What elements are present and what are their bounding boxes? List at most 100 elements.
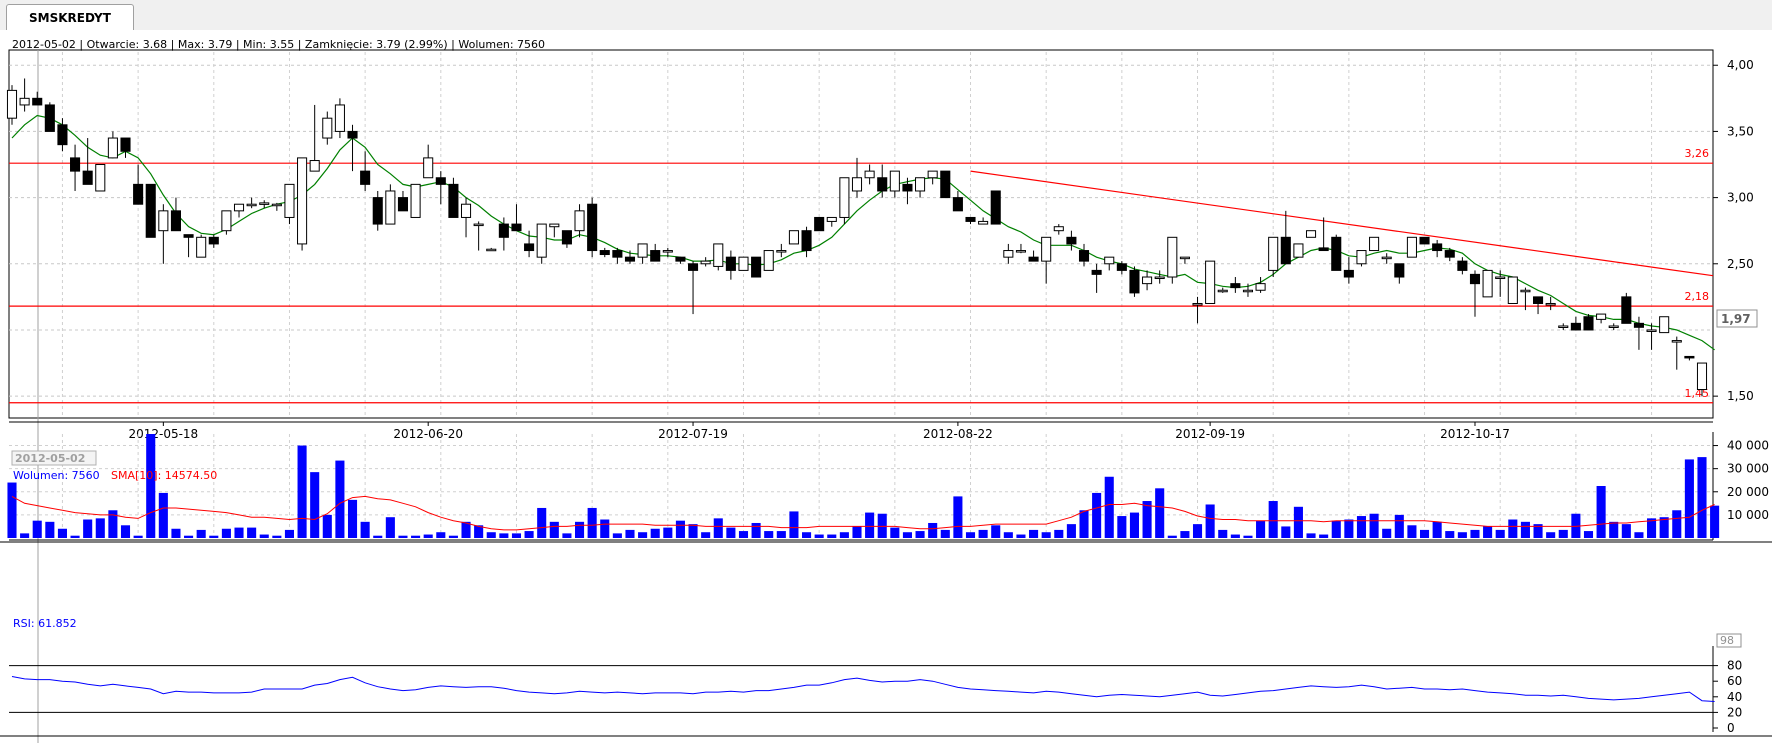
candle	[612, 247, 623, 264]
candle-body	[95, 164, 106, 192]
candle	[1015, 243, 1026, 254]
volume-bar	[574, 521, 585, 538]
candle	[158, 204, 169, 264]
volume-bar	[499, 533, 509, 538]
candle	[170, 197, 181, 232]
candle-body	[902, 183, 913, 192]
volume-bar	[1394, 514, 1404, 538]
volume-bar	[1029, 529, 1039, 538]
candle-body	[1684, 355, 1695, 359]
candle-body	[1596, 313, 1607, 320]
volume-bar	[953, 496, 963, 538]
candle-body	[1406, 236, 1417, 258]
candle-body	[801, 230, 812, 252]
candle	[1570, 316, 1581, 331]
candle-body	[826, 216, 837, 222]
candle	[851, 157, 863, 198]
candle	[826, 216, 837, 227]
candle-body	[814, 216, 825, 232]
candle	[1545, 296, 1556, 311]
candle-body	[877, 177, 888, 192]
candle-body	[1318, 247, 1329, 252]
candle	[486, 247, 497, 252]
volume-bar	[663, 527, 673, 538]
candle	[1381, 253, 1392, 264]
candle-body	[1419, 236, 1430, 245]
candle-body	[259, 202, 270, 205]
candle	[347, 124, 358, 172]
volume-bar	[1230, 534, 1240, 538]
volume-bar	[600, 519, 610, 538]
candle	[309, 104, 320, 172]
volume-bar	[259, 534, 269, 538]
candle-body	[1495, 276, 1506, 280]
volume-bar	[1634, 532, 1644, 538]
volume-bar	[1470, 529, 1480, 538]
candle-body	[599, 250, 610, 256]
trend-line	[970, 170, 1714, 277]
candle-body	[1003, 250, 1014, 258]
volume-bar	[57, 528, 67, 538]
candle	[259, 200, 270, 209]
volume-bar	[385, 517, 395, 538]
candle	[1671, 336, 1682, 370]
candle-body	[927, 170, 938, 179]
candle-body	[1533, 296, 1544, 304]
candle-body	[1255, 283, 1266, 291]
volume-bar	[234, 527, 244, 538]
candle-body	[19, 97, 30, 106]
volume-bar	[20, 533, 30, 538]
candle	[700, 257, 711, 267]
stock-chart[interactable]: 4,003,503,002,501,503,262,181,452012-05-…	[0, 30, 1772, 743]
candle-body	[208, 236, 219, 245]
candle-body	[423, 157, 434, 179]
volume-bar	[1142, 501, 1152, 538]
candle	[675, 256, 686, 264]
volume-bar	[1319, 534, 1329, 538]
candle-body	[246, 203, 257, 207]
candle	[322, 111, 333, 145]
volume-bar	[1104, 476, 1114, 538]
candle	[397, 190, 409, 212]
candle	[19, 78, 30, 112]
volume-bar	[133, 535, 143, 538]
candle-body	[1545, 302, 1556, 306]
candle	[1356, 250, 1367, 267]
candle-body	[751, 256, 762, 278]
candle-body	[1469, 273, 1481, 285]
volume-bar	[1382, 528, 1392, 538]
chart-background	[0, 30, 1772, 743]
candle	[1558, 323, 1569, 330]
candle	[1394, 263, 1405, 284]
candle	[1230, 277, 1241, 293]
volume-bar	[335, 460, 345, 538]
volume-bar	[171, 528, 181, 538]
volume-bar	[612, 533, 622, 538]
candle-body	[1205, 260, 1216, 304]
candle-body	[1154, 276, 1165, 280]
candle-body	[1343, 269, 1354, 278]
volume-bar	[511, 533, 522, 538]
volume-bar	[373, 535, 383, 538]
volume-bar	[310, 472, 320, 538]
volume-bar	[1571, 513, 1581, 538]
price-pane[interactable]: 4,003,503,002,501,503,262,181,452012-05-…	[6, 49, 1754, 743]
volume-bar	[852, 526, 862, 538]
candle	[763, 250, 774, 271]
cursor-date-label: 2012-05-02	[15, 452, 85, 465]
tab-smskredyt[interactable]: SMSKREDYT	[6, 4, 134, 31]
candle	[776, 243, 787, 258]
volume-bar	[221, 528, 231, 538]
candle-body	[473, 223, 484, 227]
candle-body	[675, 256, 686, 262]
candle-body	[952, 197, 963, 212]
candle	[713, 243, 724, 271]
candle-body	[397, 197, 409, 212]
volume-pane[interactable]: 40 000 30 000 20 000 10 000	[0, 432, 1772, 543]
candle	[120, 137, 131, 158]
volume-bar	[108, 510, 118, 538]
volume-bar	[45, 521, 55, 538]
candle	[1419, 236, 1430, 245]
candle-body	[1028, 256, 1039, 262]
